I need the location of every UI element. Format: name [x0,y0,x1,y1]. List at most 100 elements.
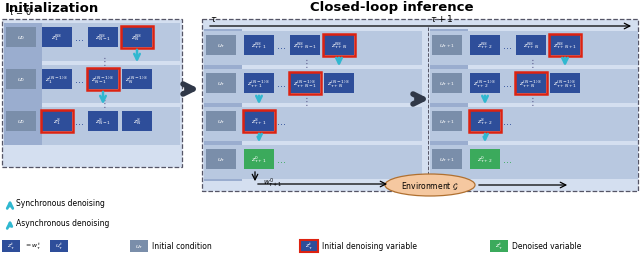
Text: Initial denoising variable: Initial denoising variable [322,242,417,250]
Text: $z_N^{NS}$: $z_N^{NS}$ [131,33,143,43]
Text: $z_{\tau+1}^{(N-1)S}$: $z_{\tau+1}^{(N-1)S}$ [248,78,271,89]
Bar [244,36,274,56]
Text: ...: ... [76,33,84,43]
Bar [550,74,580,94]
Text: ⋮: ⋮ [100,99,110,108]
Text: $u_0$: $u_0$ [17,76,25,84]
Bar [430,108,638,141]
Text: $z_{\tau+N}^{(N-1)S}$: $z_{\tau+N}^{(N-1)S}$ [328,78,351,89]
Text: $z_{N-1}^{S}$: $z_{N-1}^{S}$ [95,116,111,127]
Bar [122,112,152,132]
Text: ...: ... [278,41,287,51]
Text: $\tau$: $\tau$ [210,15,218,24]
Text: $z_N^{(N-1)S}$: $z_N^{(N-1)S}$ [125,74,148,85]
Text: Asynchronous denoising: Asynchronous denoising [16,219,109,228]
Text: $z_{\tau+1}^{NS}$: $z_{\tau+1}^{NS}$ [251,40,267,51]
Text: $z_\tau^t$: $z_\tau^t$ [305,241,313,251]
Bar [204,146,422,179]
Text: $u_0$: $u_0$ [17,118,25,125]
Bar [6,112,36,132]
Bar [470,74,500,94]
Bar [300,240,318,252]
Bar [2,20,182,167]
Text: $u_{\tau+1}$: $u_{\tau+1}$ [439,42,455,50]
Text: $z_\tau^t$: $z_\tau^t$ [7,241,15,251]
Bar [88,70,118,90]
Text: Closed-loop inference: Closed-loop inference [310,2,474,14]
Text: ⋮: ⋮ [100,57,110,67]
Bar [469,110,501,133]
Text: ⋮: ⋮ [302,97,312,107]
Bar [432,149,462,169]
Text: ...: ... [278,154,287,164]
Bar [206,149,236,169]
Text: $w_{\tau+1}^0$: $w_{\tau+1}^0$ [263,176,282,189]
Bar [4,108,180,146]
Text: $z_1^{S}$: $z_1^{S}$ [53,116,61,127]
Bar [550,36,580,56]
Bar [88,28,118,48]
Text: ...: ... [278,117,287,126]
Bar [41,110,73,133]
Text: ...: ... [504,154,513,164]
Text: Initialization: Initialization [5,2,99,14]
Text: ...: ... [504,117,513,126]
Text: $z_\tau^t$: $z_\tau^t$ [495,241,503,251]
Text: ⋮: ⋮ [528,97,538,107]
Text: $\tau$ = 0: $\tau$ = 0 [8,6,32,17]
Text: $u_\tau$: $u_\tau$ [217,118,225,125]
Bar [432,74,462,94]
Bar [244,149,274,169]
Bar [515,73,547,95]
Bar [206,36,236,56]
Text: Denoised variable: Denoised variable [512,242,581,250]
Bar [6,28,36,48]
Bar [204,108,422,141]
Bar [430,32,638,66]
Text: $z_{\tau+2}^{0}$: $z_{\tau+2}^{0}$ [477,154,493,165]
Bar [324,74,354,94]
Bar [516,74,546,94]
Text: $z_{N-1}^{(N-1)S}$: $z_{N-1}^{(N-1)S}$ [92,74,115,85]
Text: $z_{\tau+N-1}^{NS}$: $z_{\tau+N-1}^{NS}$ [293,40,317,51]
Bar [122,70,152,90]
Text: $u_{\tau+1}$: $u_{\tau+1}$ [439,80,455,88]
Text: ...: ... [76,117,84,126]
Bar [470,149,500,169]
Bar [290,74,320,94]
Bar [549,35,581,57]
Bar [290,36,320,56]
Text: $z_1^{NS}$: $z_1^{NS}$ [51,33,63,43]
Text: Initial condition: Initial condition [152,242,212,250]
Text: $z_{\tau+2}^{NS}$: $z_{\tau+2}^{NS}$ [477,40,493,51]
Ellipse shape [385,174,475,196]
Bar [122,28,152,48]
Text: $z_{\tau+2}^{(N-1)S}$: $z_{\tau+2}^{(N-1)S}$ [474,78,497,89]
Bar [432,112,462,132]
Text: $z_{\tau+1}^{0}$: $z_{\tau+1}^{0}$ [251,154,267,165]
Bar [50,240,68,252]
Text: $z_{\tau+2}^{S}$: $z_{\tau+2}^{S}$ [477,116,493,127]
Bar [430,146,638,179]
Bar [87,69,119,91]
Bar [204,30,242,181]
Bar [6,70,36,90]
Text: $z_{\tau+N}^{NS}$: $z_{\tau+N}^{NS}$ [331,40,348,51]
Bar [204,70,422,104]
Text: $u_{\tau+1}$: $u_{\tau+1}$ [439,118,455,125]
Text: ...: ... [504,79,513,89]
Bar [88,112,118,132]
Bar [324,36,354,56]
Bar [244,112,274,132]
Bar [121,27,153,49]
Bar [432,36,462,56]
Text: $z_{\tau+N}^{NS}$: $z_{\tau+N}^{NS}$ [523,40,540,51]
Bar [289,73,321,95]
Bar [206,112,236,132]
Text: $z_{\tau+N-1}^{(N-1)S}$: $z_{\tau+N-1}^{(N-1)S}$ [293,78,317,89]
Text: $z_{\tau+1}^{S}$: $z_{\tau+1}^{S}$ [251,116,267,127]
Text: $z_{N-1}^{NS}$: $z_{N-1}^{NS}$ [95,33,111,43]
Text: ...: ... [278,79,287,89]
Text: $u_{\tau+1}$: $u_{\tau+1}$ [439,155,455,163]
Bar [490,240,508,252]
